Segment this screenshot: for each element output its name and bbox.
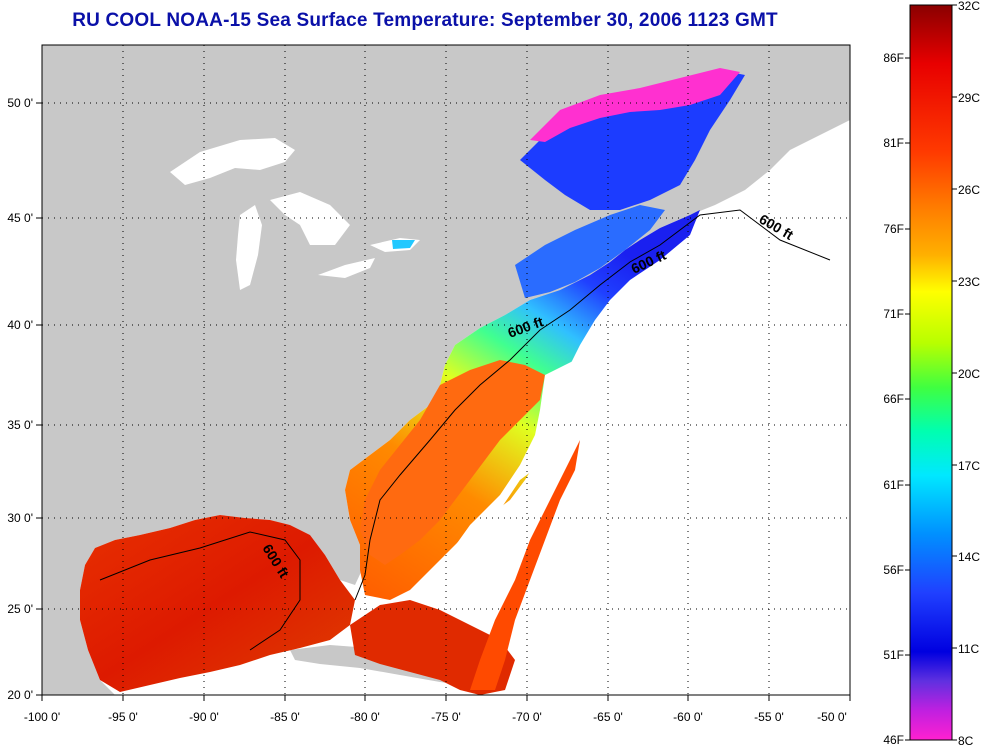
lon-tick-label: -80 0' — [350, 710, 380, 724]
colorbar-celsius-label: 8C — [958, 734, 974, 748]
lon-tick-label: -75 0' — [431, 710, 461, 724]
cloud-no-data — [425, 360, 585, 600]
colorbar-fahrenheit-label: 61F — [883, 478, 904, 492]
lon-tick-label: -90 0' — [189, 710, 219, 724]
colorbar-celsius-label: 32C — [958, 0, 980, 13]
colorbar-fahrenheit-label: 46F — [883, 733, 904, 747]
colorbar-fahrenheit-label: 81F — [883, 136, 904, 150]
colorbar-celsius-label: 20C — [958, 367, 980, 381]
colorbar-fahrenheit-label: 86F — [883, 51, 904, 65]
colorbar-celsius-label: 11C — [958, 642, 979, 656]
lake-huron — [270, 192, 350, 245]
axis-ticks — [36, 102, 851, 701]
lake-superior — [170, 138, 295, 185]
colorbar-fahrenheit-label: 56F — [883, 563, 904, 577]
colorbar-ticks — [905, 4, 957, 741]
colorbar-celsius-label: 23C — [958, 275, 980, 289]
lon-tick-label: -85 0' — [270, 710, 300, 724]
colorbar-fahrenheit-label: 71F — [883, 307, 904, 321]
colorbar-fahrenheit-label: 51F — [883, 648, 904, 662]
isobath-600ft-line — [99, 209, 831, 651]
colorbar-fahrenheit-label: 66F — [883, 392, 904, 406]
lon-tick-label: -70 0' — [512, 710, 542, 724]
colorbar-celsius-label: 26C — [958, 183, 980, 197]
sst-caribbean — [350, 600, 515, 695]
lat-tick-label: 35 0' — [7, 418, 33, 432]
sst-gulf-of-maine — [515, 205, 665, 298]
lake-michigan — [236, 205, 262, 290]
colorbar-celsius-label: 14C — [958, 550, 980, 564]
lat-tick-label: 45 0' — [7, 211, 33, 225]
colorbar — [909, 4, 953, 741]
map-grid — [42, 45, 850, 695]
lat-tick-label: 25 0' — [7, 602, 33, 616]
lon-tick-label: -55 0' — [754, 710, 784, 724]
lon-tick-label: -50 0' — [817, 710, 847, 724]
lat-tick-label: 50 0' — [7, 96, 33, 110]
lat-tick-label: 20 0' — [7, 688, 33, 702]
map-title: RU COOL NOAA-15 Sea Surface Temperature:… — [72, 10, 778, 31]
sst-gulf-stream — [360, 360, 545, 565]
sst-cold-magenta-north — [530, 68, 740, 142]
lon-tick-label: -65 0' — [593, 710, 623, 724]
lon-tick-label: -60 0' — [673, 710, 703, 724]
lake-ontario-sst — [392, 240, 415, 249]
sst-offshore-south — [470, 440, 580, 690]
lon-tick-label: -100 0' — [24, 710, 60, 724]
sst-gulf-of-mexico — [80, 515, 355, 692]
lake-erie — [318, 258, 375, 278]
colorbar-fahrenheit-label: 76F — [883, 222, 904, 236]
colorbar-celsius-label: 17C — [958, 459, 980, 473]
lat-tick-label: 40 0' — [7, 318, 33, 332]
lon-tick-label: -95 0' — [108, 710, 138, 724]
colorbar-celsius-label: 29C — [958, 91, 980, 105]
lat-tick-label: 30 0' — [7, 511, 33, 525]
